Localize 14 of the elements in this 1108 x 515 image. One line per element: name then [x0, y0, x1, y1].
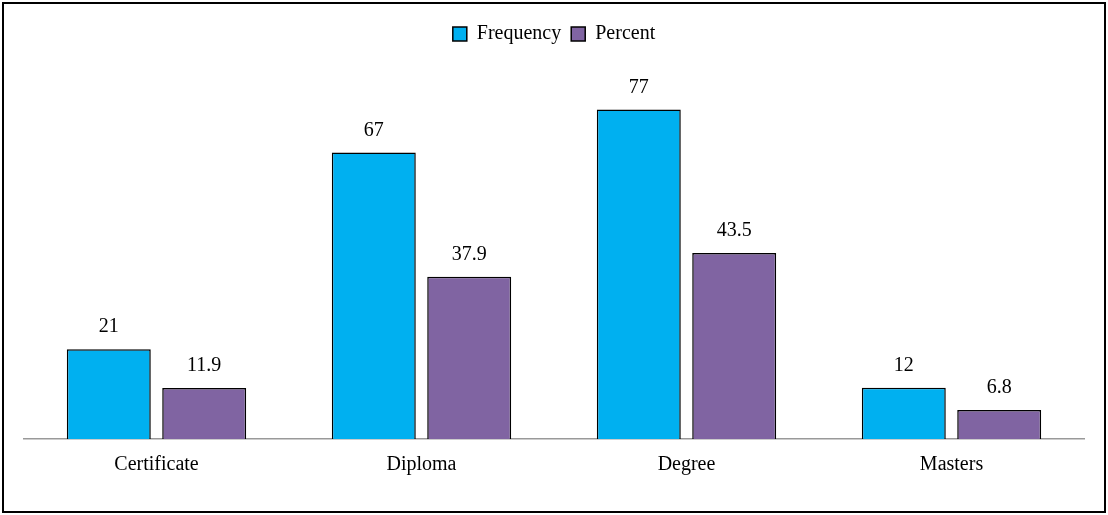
legend-label: Frequency: [476, 21, 562, 45]
data-label: 77: [628, 74, 649, 97]
x-tick-label: Diploma: [386, 452, 457, 476]
data-label: 43.5: [716, 218, 752, 241]
data-label: 37.9: [451, 242, 487, 265]
x-tick-label: Masters: [919, 452, 984, 475]
data-label: 21: [98, 314, 119, 337]
data-label: 6.8: [986, 375, 1012, 398]
data-label: 67: [363, 117, 384, 140]
data-label: 11.9: [187, 353, 222, 376]
legend-label: Percent: [595, 21, 656, 44]
data-label: 12: [893, 352, 914, 375]
x-tick-label: Degree: [657, 452, 716, 476]
x-tick-label: Certificate: [114, 452, 199, 475]
